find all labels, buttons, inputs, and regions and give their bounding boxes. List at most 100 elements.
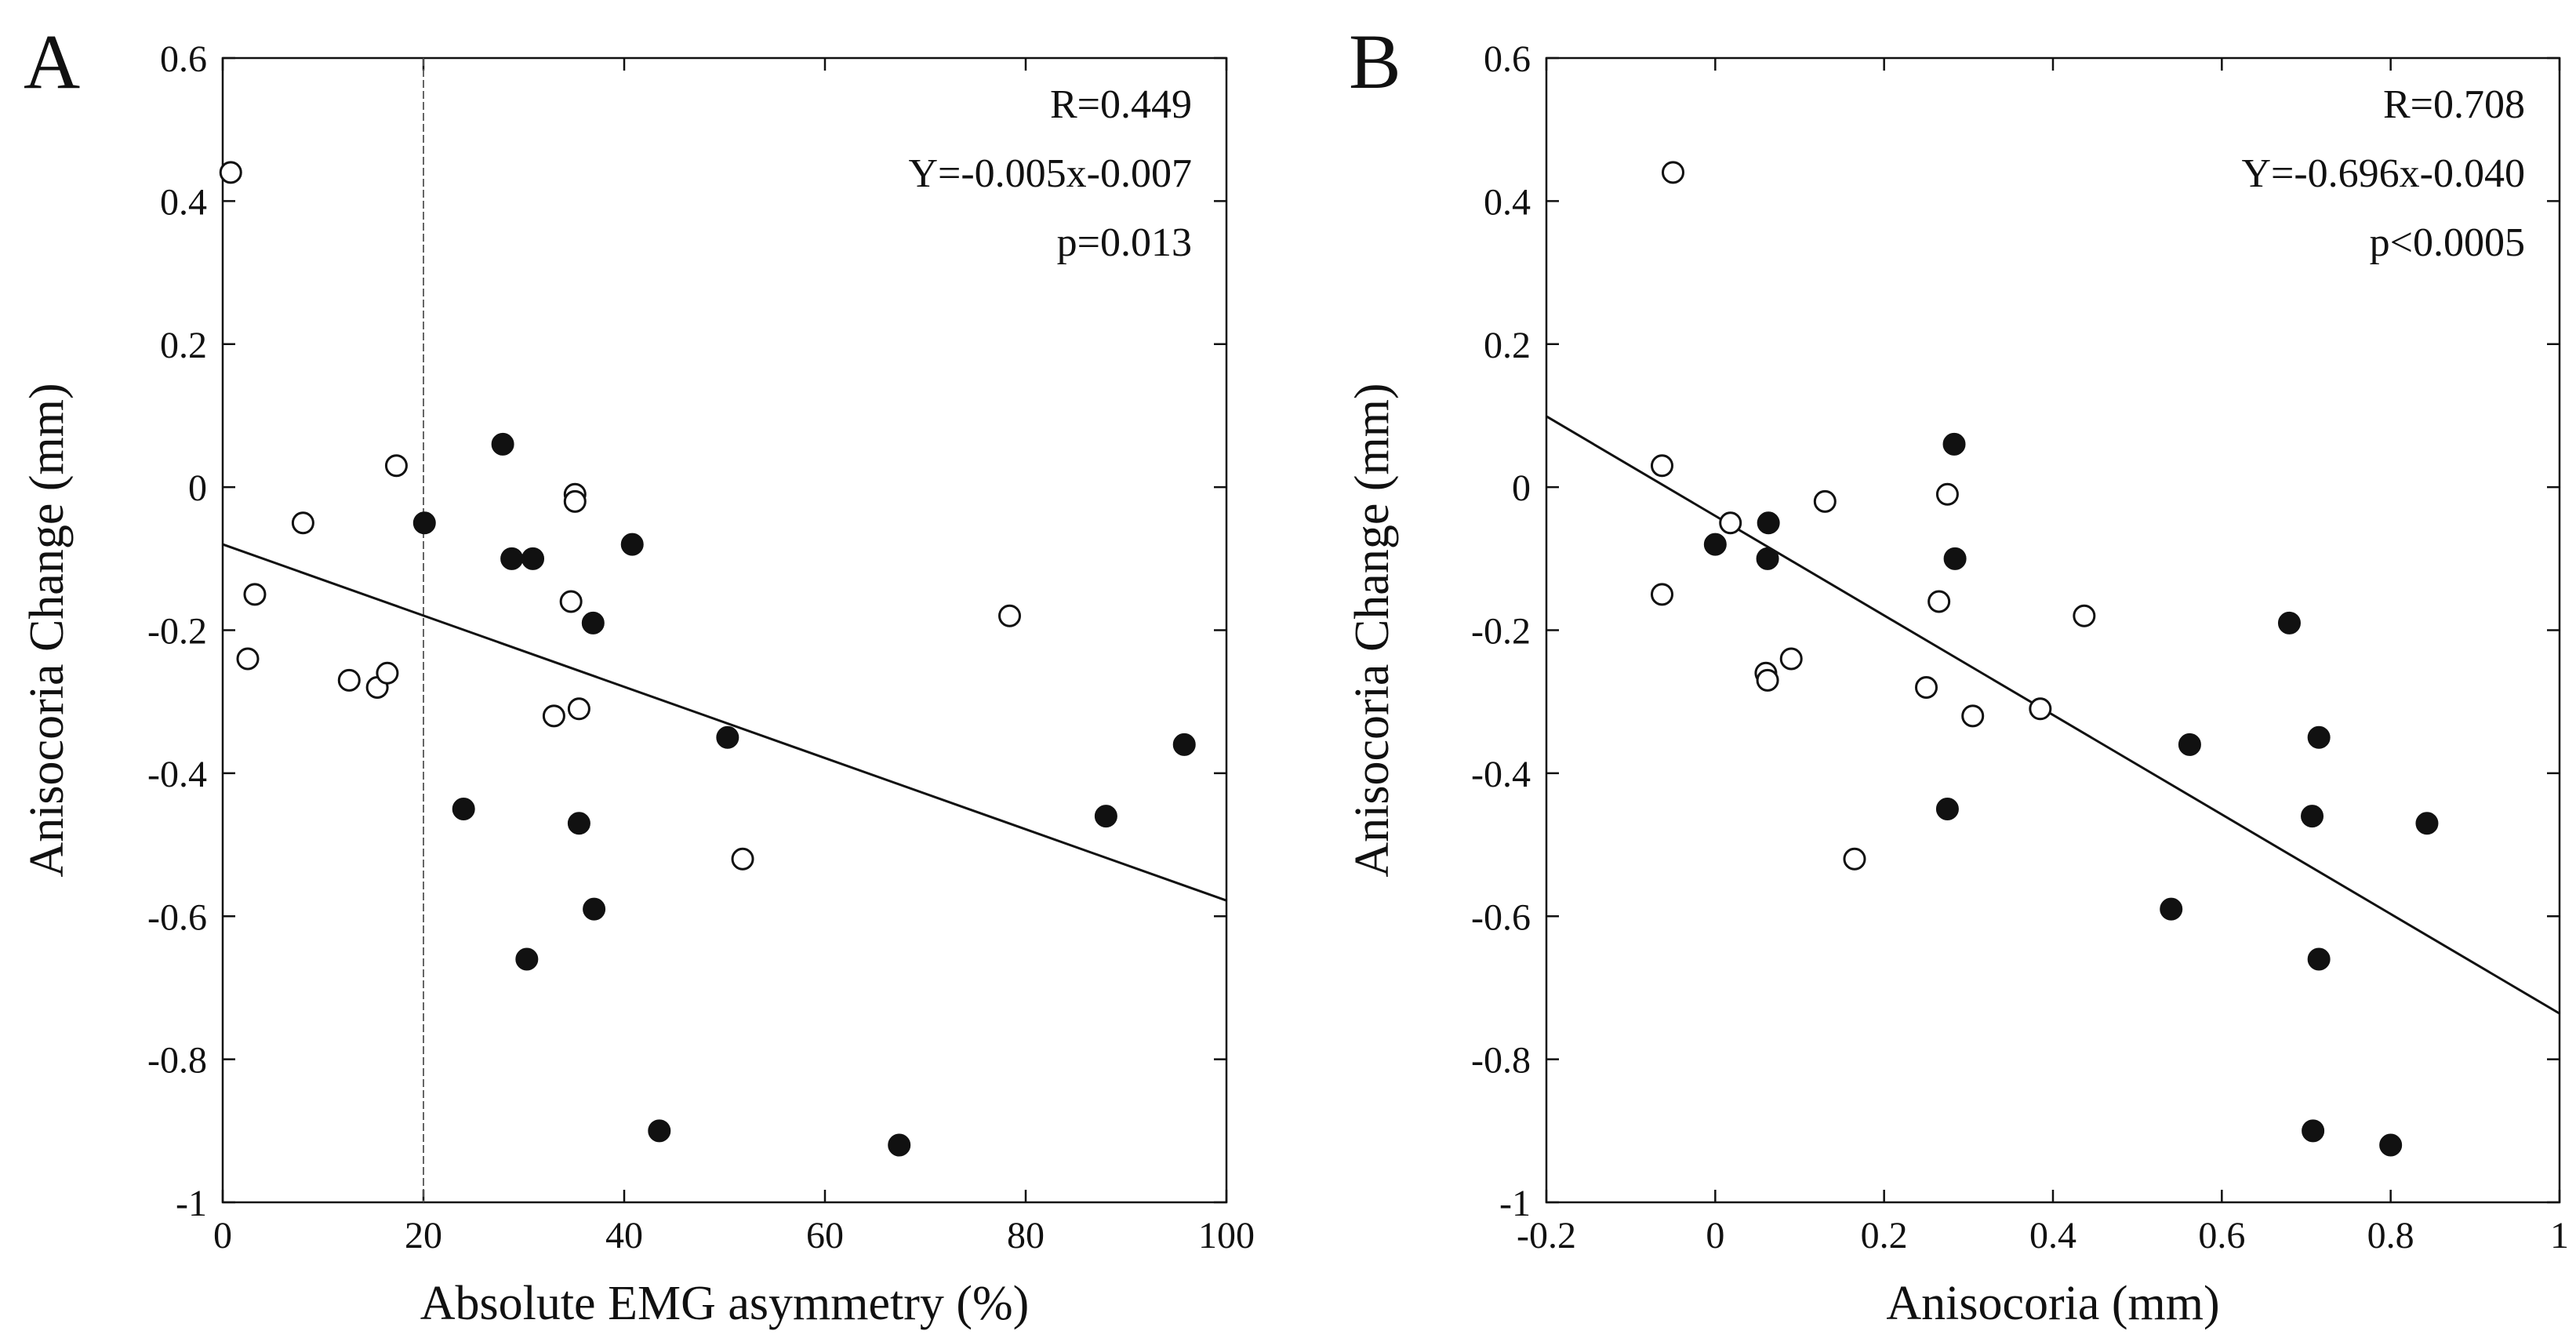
data-point-filled [1757,511,1780,535]
data-point-filled [567,812,590,835]
y-tick-label: 0.2 [1484,325,1531,366]
data-point-open [1662,161,1684,184]
x-tick-label: 60 [806,1215,844,1256]
y-tick-label: -1 [1499,1183,1531,1224]
y-tick-label: 0.6 [1484,38,1531,80]
data-point-filled [2379,1133,2403,1157]
x-axis-title: Anisocoria (mm) [1886,1277,2219,1330]
data-point-filled [2160,897,2183,921]
data-point-filled [888,1133,911,1157]
data-point-filled [2307,947,2331,971]
data-point-open [1756,668,1779,692]
data-point-filled [620,533,644,556]
data-point-open [1719,511,1742,535]
data-point-open [243,583,267,606]
data-point-open [1651,454,1674,478]
data-point-filled [500,547,524,570]
y-tick-label: 0.6 [160,38,207,80]
y-tick-label: -0.2 [1471,611,1531,653]
y-tick-label: 0 [188,467,207,509]
chart-panel-b: B -0.2 0 0.2 0.4 0.6 0.8 1 -1 -0.8 -0.6 -0.4 -0.2 0 0.… [1346,18,2569,1330]
x-tick-label: 0.6 [2198,1215,2245,1256]
data-point-filled [491,432,514,456]
data-point-filled [412,511,436,535]
data-point-filled [452,797,475,820]
data-point-filled [2307,725,2331,749]
data-point-open [2073,604,2096,627]
x-tick-label: 80 [1007,1215,1045,1256]
data-point-open [291,511,314,535]
data-point-open [998,604,1022,627]
y-tick-label: -1 [176,1183,207,1224]
x-tick-label: 0.2 [1861,1215,1908,1256]
y-axis-title: Anisocoria Change (mm) [20,383,74,877]
x-tick-label: 0.8 [2367,1215,2414,1256]
x-tick-label: 0 [1706,1215,1724,1256]
data-point-open [1935,482,1959,506]
panel-letter: B [1349,18,1401,105]
y-tick-label: -0.8 [1471,1040,1531,1082]
data-point-open [1927,590,1951,613]
data-point-open [563,489,587,513]
x-tick-label: -0.2 [1517,1215,1576,1256]
stats-annotation: p<0.0005 [2370,220,2525,265]
y-tick-label: -0.2 [147,611,207,653]
y-tick-label: 0.4 [160,181,207,223]
data-point-open [376,661,399,685]
y-tick-label: -0.4 [147,754,207,795]
panel-letter: A [24,18,80,105]
data-point-open [1779,647,1803,671]
data-point-filled [2277,611,2301,634]
data-point-filled [581,611,605,634]
data-point-filled [1935,797,1959,820]
stats-annotation: R=0.449 [1050,82,1192,127]
x-tick-label: 0 [213,1215,232,1256]
y-tick-label: -0.4 [1471,754,1531,795]
data-point-filled [1943,547,1967,570]
data-point-filled [2415,812,2439,835]
regression-line [1546,415,2560,1015]
data-point-filled [1703,533,1727,556]
x-tick-label: 1 [2550,1215,2569,1256]
y-tick-label: 0.4 [1484,181,1531,223]
y-tick-label: 0.2 [160,325,207,366]
y-tick-label: -0.6 [147,896,207,938]
x-axis-title: Absolute EMG asymmetry (%) [420,1277,1030,1330]
data-point-open [1961,704,1985,728]
data-point-open [1843,847,1866,871]
x-tick-label: 0.4 [2029,1215,2076,1256]
data-point-open [1915,675,1938,699]
stats-annotation: Y=-0.005x-0.007 [908,151,1192,196]
data-point-open [1813,489,1837,513]
data-point-filled [1094,805,1117,828]
data-point-filled [2302,1119,2325,1143]
data-point-open [731,847,754,871]
data-point-open [542,704,565,728]
stats-annotation: Y=-0.696x-0.040 [2241,151,2525,196]
data-point-open [1651,583,1674,606]
data-point-filled [1942,432,1966,456]
data-point-filled [583,897,606,921]
data-point-filled [1756,547,1779,570]
data-point-open [567,697,590,721]
data-point-filled [2178,733,2201,756]
stats-annotation: p=0.013 [1057,220,1192,265]
chart-panel-a: A 0 20 40 60 80 100 -1 -0.8 -0.6 -0.4 -0.2 0 0.2 0.4 0.… [20,18,1255,1330]
y-tick-label: -0.6 [1471,896,1531,938]
data-point-filled [2301,805,2324,828]
data-point-open [2029,697,2052,721]
stats-annotation: R=0.708 [2383,82,2525,127]
regression-line [222,543,1227,902]
data-point-filled [515,947,539,971]
data-point-filled [648,1119,671,1143]
x-tick-label: 100 [1198,1215,1255,1256]
data-point-open [337,668,361,692]
data-point-open [236,647,260,671]
data-point-open [559,590,583,613]
y-tick-label: 0 [1512,467,1531,509]
data-point-filled [716,725,739,749]
data-point-filled [1172,733,1196,756]
x-tick-label: 20 [405,1215,442,1256]
data-point-filled [521,547,545,570]
